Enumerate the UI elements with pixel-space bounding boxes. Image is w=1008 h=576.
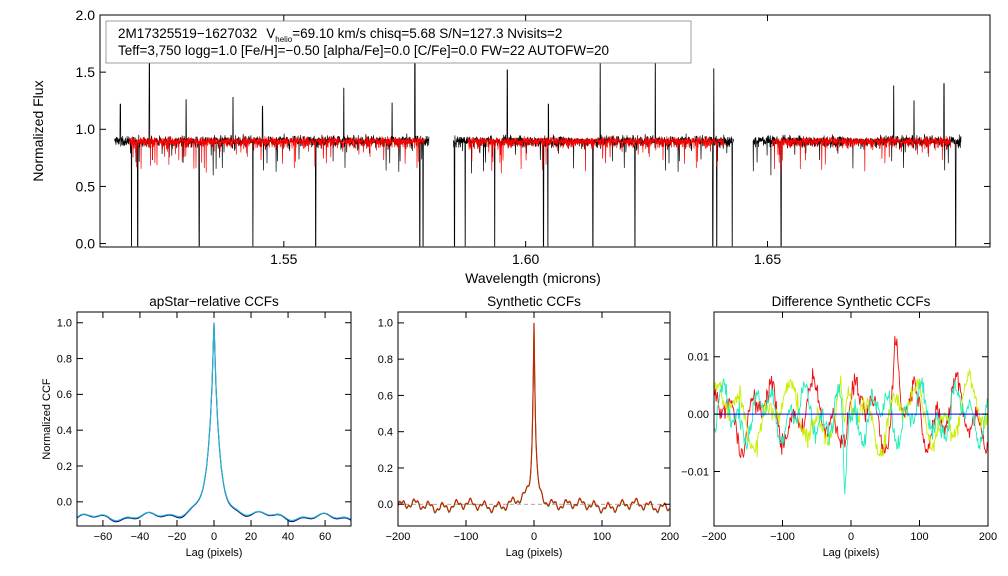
difference-ccf-y-tick-label: −0.01: [681, 466, 709, 478]
apstar-ccf-x-tick-label: −60: [94, 531, 113, 543]
spectrum-y-tick-label: 1.0: [76, 121, 96, 137]
info-v-prefix: V: [266, 26, 275, 41]
info-line-1: 2M17325519−1627032 Vhelio=69.10 km/s chis…: [118, 26, 562, 44]
difference-ccf-line: [713, 368, 989, 457]
synthetic-ccf-x-tick-label: 100: [593, 531, 611, 543]
apstar-ccf-lines: [76, 322, 352, 523]
difference-ccf-x-tick-label: 0: [848, 531, 854, 543]
synthetic-ccf-y-tick-label: 0.6: [378, 390, 393, 402]
info-box-background: [105, 20, 692, 64]
apstar-ccf-x-axis-label: Lag (pixels): [186, 547, 243, 559]
difference-ccf-title: Difference Synthetic CCFs: [772, 294, 931, 309]
apstar-ccf-x-tick-label: −20: [168, 531, 187, 543]
spectrum-panel: 1.55 1.60 1.65 0.0 0.5 1.0 1.5 2.0 2M17325519−1…: [30, 7, 991, 286]
spectrum-ticks: 1.55 1.60 1.65 0.0 0.5 1.0 1.5 2.0: [76, 7, 990, 267]
info-line-2: Teff=3,750 logg=1.0 [Fe/H]=−0.50 [alpha/…: [118, 43, 609, 58]
apstar-ccf-line: [76, 322, 352, 523]
difference-ccf-y-tick-label: 0.00: [688, 409, 709, 421]
apstar-ccf-x-tick-label: 40: [282, 531, 294, 543]
synthetic-ccf-y-tick-label: 0.4: [378, 427, 393, 439]
apstar-ccf-y-tick-label: 0.4: [57, 425, 72, 437]
spectrum-y-tick-label: 2.0: [76, 7, 96, 23]
difference-ccf-lines: [713, 336, 989, 495]
apstar-ccf-y-axis-label: Normalized CCF: [41, 378, 53, 460]
info-v-suffix: =69.10 km/s chisq=5.68 S/N=127.3 Nvisits…: [292, 26, 562, 41]
difference-ccf-x-tick-label: 200: [979, 531, 997, 543]
spectrum-y-tick-label: 1.5: [76, 64, 96, 80]
spectrum-frame: [99, 14, 991, 248]
apstar-ccf-frame: [76, 311, 352, 527]
apstar-ccf-x-tick-label: −40: [131, 531, 150, 543]
synthetic-ccf-ticks: −200 −100 0 100 200 0.0 0.2 0.4 0.6 0.8 1.0: [378, 312, 679, 543]
apstar-ccf-x-tick-label: 20: [245, 531, 257, 543]
apstar-ccf-y-tick-label: 1.0: [57, 318, 72, 330]
synthetic-ccf-title: Synthetic CCFs: [487, 294, 581, 309]
spectrum-x-axis-label: Wavelength (microns): [465, 270, 601, 286]
synthetic-ccf-y-tick-label: 0.2: [378, 463, 393, 475]
spectrum-lines: [114, 29, 962, 247]
apstar-ccf-y-tick-label: 0.0: [57, 497, 72, 509]
apstar-ccf-y-tick-label: 0.6: [57, 389, 72, 401]
difference-ccf-ticks: −200 −100 0 100 200 −0.01 0.00 0.01: [681, 312, 997, 543]
synthetic-ccf-x-axis-label: Lag (pixels): [506, 547, 563, 559]
apstar-ccf-x-tick-label: 60: [319, 531, 331, 543]
synthetic-ccf-y-tick-label: 1.0: [378, 318, 393, 330]
synthetic-ccf-x-tick-label: −200: [386, 531, 411, 543]
difference-ccf-x-tick-label: −100: [770, 531, 795, 543]
difference-ccf-panel: Difference Synthetic CCFs −200 −100 0 100 20…: [681, 294, 997, 559]
difference-ccf-x-tick-label: −200: [702, 531, 727, 543]
difference-ccf-x-axis-label: Lag (pixels): [823, 547, 880, 559]
synthetic-ccf-y-tick-label: 0.8: [378, 354, 393, 366]
apstar-ccf-title: apStar−relative CCFs: [149, 294, 279, 309]
apstar-ccf-panel: apStar−relative CCFs −60 −40 −20 0 20 40 60 0.0…: [41, 294, 352, 559]
spectrum-y-tick-label: 0.5: [76, 178, 96, 194]
spectrum-y-tick-label: 0.0: [76, 235, 96, 251]
apstar-ccf-line: [76, 322, 352, 522]
apstar-ccf-y-tick-label: 0.8: [57, 353, 72, 365]
difference-ccf-y-tick-label: 0.01: [688, 352, 709, 364]
synthetic-ccf-x-tick-label: 200: [661, 531, 679, 543]
model-spectrum-line: [128, 135, 952, 174]
synthetic-ccf-line: [397, 322, 671, 514]
spectrum-x-tick-label: 1.55: [270, 251, 297, 267]
apstar-ccf-y-tick-label: 0.2: [57, 461, 72, 473]
synthetic-ccf-x-tick-label: 0: [531, 531, 537, 543]
apstar-ccf-ticks: −60 −40 −20 0 20 40 60 0.0 0.2 0.4 0.6 0.8 1.0: [57, 312, 351, 543]
synthetic-ccf-y-tick-label: 0.0: [378, 499, 393, 511]
synthetic-ccf-lines: [397, 322, 671, 514]
spectrum-x-tick-label: 1.60: [512, 251, 539, 267]
spectrum-y-axis-label: Normalized Flux: [30, 80, 46, 181]
synthetic-ccf-panel: Synthetic CCFs −200 −100 0 100 200 0.0 0.2 0.4 0…: [378, 294, 679, 559]
info-v-subscript: helio: [275, 35, 292, 44]
difference-ccf-x-tick-label: 100: [910, 531, 928, 543]
synthetic-ccf-x-tick-label: −100: [454, 531, 479, 543]
info-box: 2M17325519−1627032 Vhelio=69.10 km/s chis…: [105, 20, 692, 64]
info-star-id: 2M17325519−1627032: [118, 26, 257, 41]
difference-ccf-line: [713, 377, 989, 495]
spectrum-x-tick-label: 1.65: [754, 251, 781, 267]
apstar-ccf-x-tick-label: 0: [211, 531, 217, 543]
